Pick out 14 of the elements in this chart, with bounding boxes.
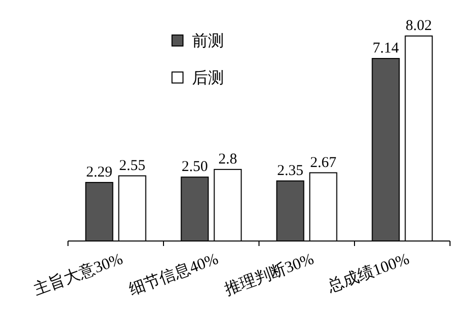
data-label: 2.67 [310,154,337,171]
legend-label: 前测 [192,32,224,50]
x-tick-label: 推理判断30% [222,250,316,299]
data-label: 2.8 [218,151,238,168]
data-label: 2.29 [86,164,112,180]
x-tick-label: 主旨大意30% [31,250,126,299]
x-tick-label: 总成绩100% [324,250,412,296]
data-label: 2.55 [119,158,146,174]
data-label: 2.50 [182,159,208,176]
x-tick-label: 细节信息40% [126,250,221,299]
legend-label: 后测 [192,69,224,87]
data-label: 8.02 [406,18,432,34]
data-label: 2.35 [277,162,304,179]
data-label: 7.14 [372,40,400,56]
